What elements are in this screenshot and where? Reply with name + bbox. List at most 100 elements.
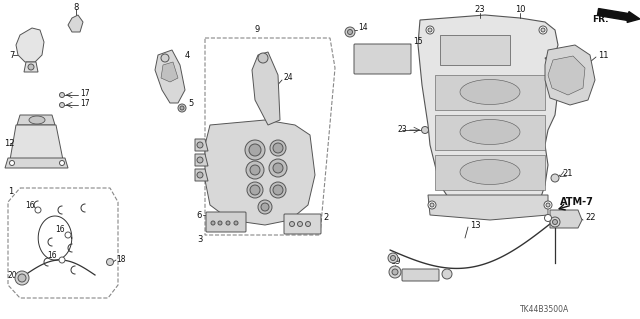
Polygon shape — [195, 139, 208, 151]
Circle shape — [258, 53, 268, 63]
Text: 17: 17 — [80, 99, 90, 108]
Circle shape — [269, 159, 287, 177]
Polygon shape — [435, 75, 545, 110]
FancyBboxPatch shape — [284, 214, 321, 234]
Text: 22: 22 — [585, 213, 595, 222]
Circle shape — [289, 221, 294, 226]
Text: 21: 21 — [562, 168, 573, 177]
Text: 20: 20 — [8, 271, 18, 279]
Circle shape — [180, 106, 184, 110]
Circle shape — [273, 185, 283, 195]
FancyBboxPatch shape — [402, 269, 439, 281]
Polygon shape — [435, 115, 545, 150]
Text: ATM-7: ATM-7 — [560, 197, 594, 207]
Circle shape — [10, 160, 15, 166]
Circle shape — [544, 201, 552, 209]
Text: 16: 16 — [25, 201, 35, 210]
Polygon shape — [155, 50, 185, 103]
Text: 11: 11 — [598, 50, 609, 60]
Polygon shape — [545, 45, 595, 105]
Circle shape — [250, 185, 260, 195]
Polygon shape — [550, 210, 582, 228]
Polygon shape — [17, 115, 55, 125]
Polygon shape — [68, 15, 83, 32]
Polygon shape — [435, 155, 545, 190]
Circle shape — [305, 221, 310, 226]
Circle shape — [551, 174, 559, 182]
Circle shape — [60, 102, 65, 108]
Circle shape — [28, 64, 34, 70]
Circle shape — [250, 165, 260, 175]
Polygon shape — [10, 125, 63, 160]
Text: 15: 15 — [413, 38, 422, 47]
Text: 8: 8 — [74, 3, 79, 11]
Circle shape — [270, 182, 286, 198]
Polygon shape — [418, 15, 558, 215]
Circle shape — [390, 256, 396, 261]
Text: 16: 16 — [47, 250, 56, 259]
Circle shape — [389, 266, 401, 278]
Circle shape — [218, 221, 222, 225]
Circle shape — [422, 127, 429, 133]
Text: 10: 10 — [515, 5, 525, 14]
Circle shape — [197, 157, 203, 163]
Polygon shape — [205, 120, 315, 225]
Polygon shape — [195, 154, 208, 166]
Text: 9: 9 — [254, 26, 260, 34]
Circle shape — [60, 160, 65, 166]
Ellipse shape — [460, 120, 520, 145]
Circle shape — [545, 214, 552, 221]
Circle shape — [546, 203, 550, 207]
Circle shape — [15, 271, 29, 285]
Circle shape — [273, 163, 283, 173]
Circle shape — [345, 27, 355, 37]
Circle shape — [35, 207, 41, 213]
Circle shape — [60, 93, 65, 98]
FancyBboxPatch shape — [206, 212, 246, 232]
Circle shape — [18, 274, 26, 282]
Circle shape — [197, 172, 203, 178]
Circle shape — [430, 203, 434, 207]
Circle shape — [247, 182, 263, 198]
Circle shape — [270, 140, 286, 156]
Circle shape — [59, 257, 65, 263]
Ellipse shape — [29, 116, 45, 124]
Text: 1: 1 — [8, 188, 13, 197]
Text: 17: 17 — [80, 88, 90, 98]
Polygon shape — [195, 169, 208, 181]
Circle shape — [106, 258, 113, 265]
Text: 2: 2 — [323, 213, 328, 222]
Text: 13: 13 — [470, 220, 481, 229]
Text: 23: 23 — [475, 5, 485, 14]
Circle shape — [246, 161, 264, 179]
Circle shape — [552, 219, 557, 225]
Text: 3: 3 — [197, 235, 203, 244]
Circle shape — [298, 221, 303, 226]
Polygon shape — [24, 62, 38, 72]
Text: FR.: FR. — [592, 16, 609, 25]
Circle shape — [426, 26, 434, 34]
Polygon shape — [428, 195, 548, 220]
Text: 12: 12 — [4, 138, 15, 147]
Polygon shape — [548, 56, 585, 95]
Text: 4: 4 — [185, 50, 190, 60]
Circle shape — [428, 28, 432, 32]
Circle shape — [428, 201, 436, 209]
Circle shape — [539, 26, 547, 34]
Circle shape — [178, 104, 186, 112]
Circle shape — [197, 142, 203, 148]
Circle shape — [245, 140, 265, 160]
Circle shape — [261, 203, 269, 211]
Circle shape — [65, 232, 71, 238]
Polygon shape — [440, 35, 510, 65]
Text: 16: 16 — [55, 226, 65, 234]
Circle shape — [234, 221, 238, 225]
Text: 24: 24 — [283, 73, 292, 83]
Text: 14: 14 — [358, 24, 367, 33]
Polygon shape — [5, 158, 68, 168]
Circle shape — [249, 144, 261, 156]
Polygon shape — [252, 52, 280, 125]
Text: TK44B3500A: TK44B3500A — [520, 306, 569, 315]
Text: 23: 23 — [398, 125, 408, 135]
Text: 19: 19 — [390, 257, 400, 266]
